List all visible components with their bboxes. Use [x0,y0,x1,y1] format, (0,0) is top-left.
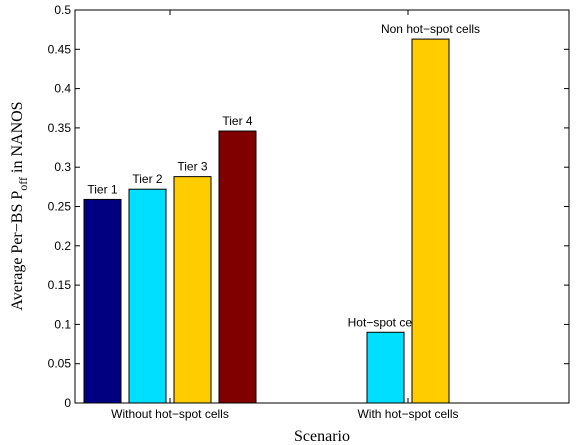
y-tick-label: 0.2 [54,239,71,253]
y-tick-label: 0.05 [48,357,72,371]
y-tick-label: 0.3 [54,160,71,174]
x-axis-title: Scenario [294,428,350,445]
bar-label: Non hot−spot cells [381,22,480,36]
bar [173,176,212,404]
bar [128,188,167,404]
y-tick-label: 0.1 [54,317,71,331]
bar-label: Tier 4 [222,114,253,128]
y-tick-label: 0.25 [48,200,72,214]
y-axis-ticks: 0 0.05 0.1 0.15 0.2 0.25 0.3 0.35 0.4 0.45 0.5 [48,3,569,410]
y-tick-label: 0.4 [54,82,71,96]
bars-group: Tier 1 Tier 2 Tier 3 Tier 4 Hot−spot cells No… [83,22,480,404]
x-tick-label: Without hot−spot cells [111,407,229,421]
y-tick-label: 0.5 [54,3,71,17]
y-axis-title-subscript: off [16,177,30,191]
y-tick-label: 0 [64,396,71,410]
bar [218,130,257,404]
x-tick-label: With hot−spot cells [357,407,458,421]
y-axis-title: Average Per−BS Poff in NANOS [9,101,30,310]
x-axis-tick-labels: Without hot−spot cells With hot−spot cell… [111,10,459,421]
bar-label: Tier 3 [177,160,208,174]
bar-label: Hot−spot cells [348,315,424,329]
y-tick-label: 0.15 [48,278,72,292]
bar [83,198,122,404]
y-axis-title-tail: in NANOS [9,101,26,177]
bar-label: Tier 2 [132,172,163,186]
y-axis-title-main: Average Per−BS P [9,191,26,311]
bar [366,331,405,404]
y-tick-label: 0.45 [48,42,72,56]
y-tick-label: 0.35 [48,121,72,135]
bar [411,38,450,404]
bar-label: Tier 1 [87,182,118,196]
